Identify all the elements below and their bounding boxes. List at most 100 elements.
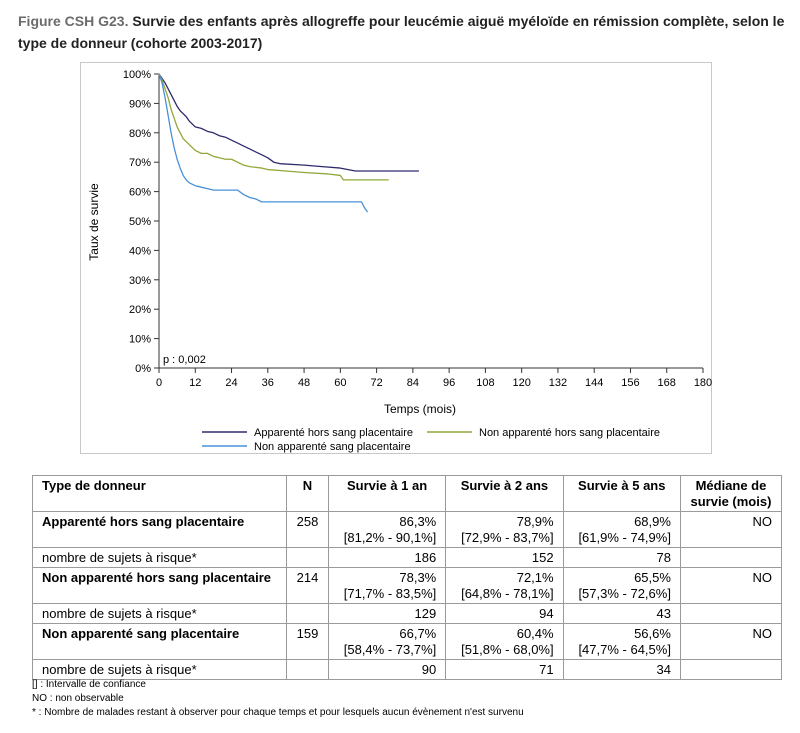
figure-title-prefix: Figure CSH G23. xyxy=(18,13,129,29)
x-tick-label: 108 xyxy=(476,377,494,389)
y-tick-label: 50% xyxy=(129,216,151,228)
legend-label-2: Non apparenté hors sang placentaire xyxy=(479,427,660,439)
median-cell: NO xyxy=(679,623,783,660)
p-value-annotation: p : 0,002 xyxy=(163,354,206,366)
x-tick-label: 168 xyxy=(658,377,676,389)
survival-5y-value: 56,6% xyxy=(634,626,671,641)
survival-5y-cell: 65,5% [57,3% - 72,6%] xyxy=(562,567,681,604)
risk-2y-cell: 94 xyxy=(445,603,564,624)
x-tick-label: 156 xyxy=(621,377,639,389)
x-tick-label: 84 xyxy=(407,377,419,389)
y-tick-label: 20% xyxy=(129,304,151,316)
table-header-row: Type de donneur N Survie à 1 an Survie à… xyxy=(31,475,783,512)
x-tick-label: 60 xyxy=(334,377,346,389)
x-tick-label: 12 xyxy=(189,377,201,389)
survival-5y-cell: 68,9% [61,9% - 74,9%] xyxy=(562,511,681,548)
y-tick-label: 60% xyxy=(129,187,151,199)
table-row-group-1: Apparenté hors sang placentaire 258 86,3… xyxy=(31,511,783,548)
y-tick-label: 100% xyxy=(123,69,151,81)
median-cell: NO xyxy=(679,511,783,548)
table-row-risk-1: nombre de sujets à risque* 186 152 78 xyxy=(31,547,783,568)
survival-curve-1 xyxy=(158,73,419,172)
risk-n-empty-cell xyxy=(286,603,329,624)
survival-curve-3 xyxy=(158,73,369,213)
y-tick-label: 0% xyxy=(135,363,151,375)
survival-2y-cell: 78,9% [72,9% - 83,7%] xyxy=(445,511,564,548)
x-tick-label: 120 xyxy=(512,377,530,389)
y-tick-label: 40% xyxy=(129,245,151,257)
header-donor-type: Type de donneur xyxy=(31,475,288,512)
risk-median-empty-cell xyxy=(679,547,783,568)
header-n: N xyxy=(286,475,329,512)
n-cell: 214 xyxy=(286,567,329,604)
y-axis-label: Taux de survie xyxy=(87,183,101,261)
x-tick-label: 144 xyxy=(585,377,603,389)
survival-1y-ci: [71,7% - 83,5%] xyxy=(343,586,437,601)
header-survival-1y: Survie à 1 an xyxy=(327,475,447,512)
survival-1y-value: 66,7% xyxy=(399,626,437,641)
table-row-risk-2: nombre de sujets à risque* 129 94 43 xyxy=(31,603,783,624)
survival-1y-cell: 78,3% [71,7% - 83,5%] xyxy=(327,567,447,604)
survival-curve-2 xyxy=(158,73,389,181)
survival-5y-value: 65,5% xyxy=(634,570,671,585)
risk-2y-cell: 71 xyxy=(445,659,564,680)
table-row-group-2: Non apparenté hors sang placentaire 214 … xyxy=(31,567,783,604)
survival-5y-ci: [61,9% - 74,9%] xyxy=(578,530,671,545)
risk-1y-cell: 186 xyxy=(327,547,447,568)
survival-2y-ci: [72,9% - 83,7%] xyxy=(461,530,554,545)
survival-1y-cell: 66,7% [58,4% - 73,7%] xyxy=(327,623,447,660)
table-row-risk-3: nombre de sujets à risque* 90 71 34 xyxy=(31,659,783,680)
donor-type-cell: Apparenté hors sang placentaire xyxy=(31,511,288,548)
legend-label-3: Non apparenté sang placentaire xyxy=(254,441,411,453)
footnote-ci: [] : Intervalle de confiance xyxy=(32,679,146,690)
survival-5y-value: 68,9% xyxy=(634,514,671,529)
survival-1y-value: 86,3% xyxy=(399,514,437,529)
donor-type-cell: Non apparenté sang placentaire xyxy=(31,623,288,660)
x-tick-label: 72 xyxy=(370,377,382,389)
y-tick-label: 90% xyxy=(129,98,151,110)
risk-label-cell: nombre de sujets à risque* xyxy=(31,547,288,568)
median-cell: NO xyxy=(679,567,783,604)
header-median-survival: Médiane de survie (mois) xyxy=(679,475,783,512)
donor-type-cell: Non apparenté hors sang placentaire xyxy=(31,567,288,604)
chart-legend: Apparenté hors sang placentaire Non appar… xyxy=(202,427,660,453)
x-tick-label: 48 xyxy=(298,377,310,389)
survival-1y-cell: 86,3% [81,2% - 90,1%] xyxy=(327,511,447,548)
x-tick-label: 180 xyxy=(694,377,712,389)
n-cell: 159 xyxy=(286,623,329,660)
risk-median-empty-cell xyxy=(679,603,783,624)
risk-2y-cell: 152 xyxy=(445,547,564,568)
risk-n-empty-cell xyxy=(286,659,329,680)
survival-2y-cell: 60,4% [51,8% - 68,0%] xyxy=(445,623,564,660)
survival-2y-ci: [51,8% - 68,0%] xyxy=(461,642,554,657)
table-row-group-3: Non apparenté sang placentaire 159 66,7%… xyxy=(31,623,783,660)
figure-title: Figure CSH G23. Survie des enfants après… xyxy=(18,10,788,54)
risk-label-cell: nombre de sujets à risque* xyxy=(31,603,288,624)
header-survival-5y: Survie à 5 ans xyxy=(562,475,681,512)
chart-series xyxy=(158,73,419,213)
x-tick-label: 96 xyxy=(443,377,455,389)
survival-2y-ci: [64,8% - 78,1%] xyxy=(461,586,554,601)
x-tick-label: 24 xyxy=(225,377,237,389)
figure-title-text: Survie des enfants après allogreffe pour… xyxy=(18,13,785,51)
y-tick-label: 30% xyxy=(129,275,151,287)
survival-2y-value: 60,4% xyxy=(516,626,554,641)
y-tick-label: 80% xyxy=(129,128,151,140)
n-cell: 258 xyxy=(286,511,329,548)
survival-2y-value: 78,9% xyxy=(516,514,554,529)
y-tick-label: 70% xyxy=(129,157,151,169)
header-survival-2y: Survie à 2 ans xyxy=(445,475,564,512)
risk-5y-cell: 43 xyxy=(562,603,681,624)
risk-median-empty-cell xyxy=(679,659,783,680)
footnote-risk: * : Nombre de malades restant à observer… xyxy=(32,707,524,718)
footnotes: [] : Intervalle de confiance NO : non ob… xyxy=(32,678,524,720)
chart-axes: 0% 10% 20% 30% 40% 50% 60% 70% 80% 90% 100% 0 12 24 36… xyxy=(123,69,712,389)
survival-1y-value: 78,3% xyxy=(399,570,437,585)
risk-label-cell: nombre de sujets à risque* xyxy=(31,659,288,680)
survival-5y-cell: 56,6% [47,7% - 64,5%] xyxy=(562,623,681,660)
x-tick-label: 132 xyxy=(549,377,567,389)
survival-5y-ci: [47,7% - 64,5%] xyxy=(578,642,671,657)
risk-n-empty-cell xyxy=(286,547,329,568)
risk-1y-cell: 90 xyxy=(327,659,447,680)
y-tick-label: 10% xyxy=(129,334,151,346)
